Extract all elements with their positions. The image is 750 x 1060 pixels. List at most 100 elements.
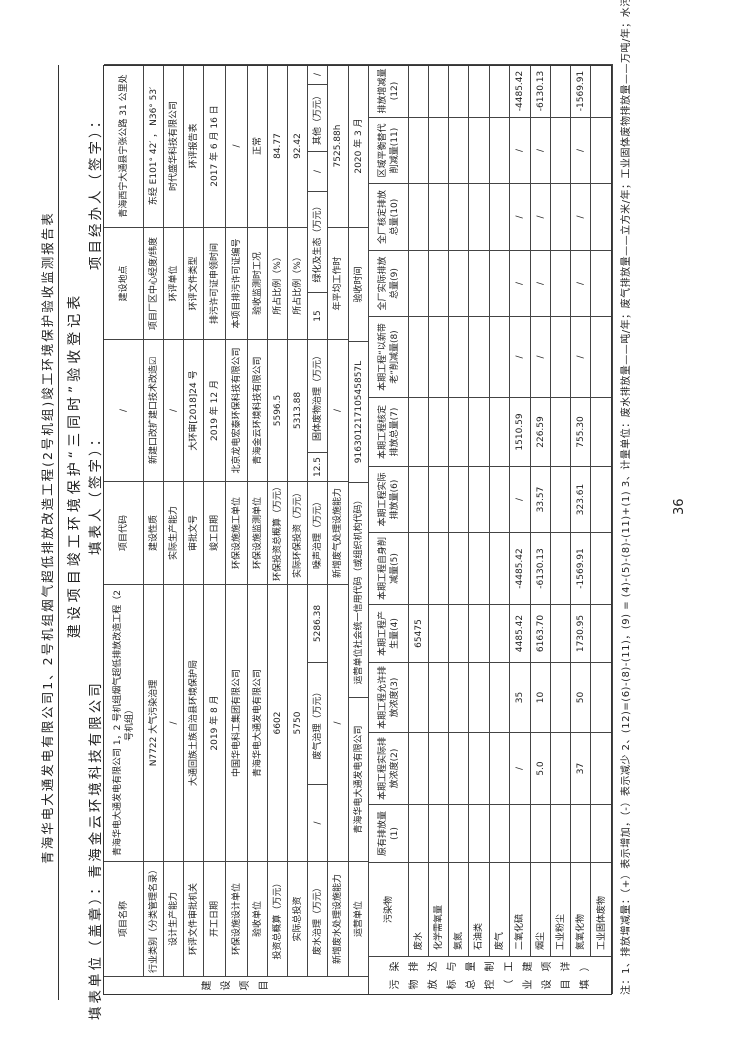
pollutant-value [551, 604, 571, 662]
field-label: 所占比例（%） [268, 227, 288, 339]
header-rule [58, 65, 59, 1000]
field-label: 建设地点 [104, 227, 144, 339]
pollutant-value [449, 532, 469, 604]
field-label: 项目代码 [104, 481, 144, 584]
pollutant-value [490, 316, 510, 397]
field-value: 青海华电大通发电有限公司 1，2 号机组烟气超低排放改造工程（2号机组） [104, 584, 144, 861]
field-value: 大环审[2018]24 号 [184, 339, 204, 481]
pollutant-value: 10 [531, 662, 551, 732]
field-value: 青海华电大通发电有限公司 [349, 697, 369, 861]
field-label: 验收时间 [349, 227, 369, 341]
pollutant-value [531, 804, 551, 862]
field-value: 东经 E101° 42′ ， N36° 53′ [144, 64, 164, 227]
field-label: 新增废水处理设施能力 [328, 861, 349, 976]
field-label: 环评文件类型 [184, 227, 204, 339]
field-value: 12.5 [308, 452, 328, 481]
pollutant-value [551, 732, 571, 804]
pollutant-name: 工业固体废物 [591, 862, 613, 956]
pollutant-value [469, 64, 490, 117]
pollutant-value [469, 604, 490, 662]
field-label: 废水治理（万元） [308, 861, 328, 976]
pollutant-value [490, 804, 510, 862]
pollutant-value [490, 604, 510, 662]
field-label: 环评文件审批机关 [184, 861, 204, 976]
field-value: 青海华电大通发电有限公司 [248, 584, 268, 861]
field-label: 实际环保投资（万元） [288, 481, 308, 584]
field-value: 环评报告表 [184, 64, 204, 227]
pollutant-value [429, 532, 449, 604]
pollutant-value [551, 532, 571, 604]
column-header: 本期工程产生量(4) [369, 604, 409, 662]
pollutant-value [591, 804, 613, 862]
pollutant-name: 氮氧化物 [571, 862, 591, 956]
pollutant-value [449, 732, 469, 804]
pollutant-value: / [510, 183, 531, 250]
field-value: 青海金云环境科技有限公司 [248, 339, 268, 481]
pollutant-value: 65475 [409, 604, 429, 662]
field-value: 青海西宁大通县宁张公路 31 公里处 [104, 64, 144, 227]
field-label: 环保设施施工单位 [226, 481, 248, 584]
pollutant-value [449, 117, 469, 183]
pollutant-value [591, 316, 613, 397]
pollutant-section-label: 污染物排放达标与总量控制（工业建设项目详填） [369, 956, 613, 994]
pollutant-value: 1730.95 [571, 604, 591, 662]
field-label: 审批文号 [184, 481, 204, 584]
field-value: 5286.38 [308, 584, 328, 662]
pollutant-value [551, 64, 571, 117]
pollutant-value [469, 397, 490, 466]
field-value: 91630121710545857L [349, 341, 369, 482]
field-value: / [104, 339, 144, 481]
field-value: 中国华电科工集团有限公司 [226, 584, 248, 861]
pollutant-value [551, 316, 571, 397]
pollutant-value [469, 183, 490, 250]
field-label: 项目厂区中心经度/纬度 [144, 227, 164, 339]
pollutant-value: -1569.91 [571, 532, 591, 604]
pollutant-value [591, 662, 613, 732]
pollutant-value: 50 [571, 662, 591, 732]
pollutant-value [449, 250, 469, 316]
pollutant-value [551, 117, 571, 183]
field-label: 竣工日期 [204, 481, 226, 584]
pollutant-value: -6130.13 [531, 532, 551, 604]
pollutant-value [429, 732, 449, 804]
field-value: 92.42 [288, 64, 308, 227]
field-value: 6602 [268, 584, 288, 861]
field-label: 绿化及生态（万元） [308, 191, 328, 292]
pollutant-value: 755.30 [571, 397, 591, 466]
field-label: 验收监测时工况 [248, 227, 268, 339]
field-value: 大通回族土族自治县环境保护局 [184, 584, 204, 861]
pollutant-value: / [571, 117, 591, 183]
column-header: 排放增减量(12) [369, 64, 409, 117]
column-header: 污染物 [369, 862, 409, 956]
pollutant-name: 废气 [490, 862, 510, 956]
pollutant-value [490, 183, 510, 250]
pollutant-name: 废水 [409, 862, 429, 956]
pollutant-value: -4485.42 [510, 532, 531, 604]
pollutant-value: / [531, 183, 551, 250]
pollutant-value: / [531, 117, 551, 183]
pollutant-value [469, 117, 490, 183]
pollutant-value [591, 250, 613, 316]
field-value: / [308, 151, 328, 191]
pollutant-value [551, 466, 571, 532]
pollutant-value [469, 804, 490, 862]
fill-unit-line: 填表单位（盖章）：青海金云环境科技有限公司 [84, 680, 104, 1020]
pollutant-value [510, 804, 531, 862]
pollutant-value: / [531, 316, 551, 397]
pollutant-value [449, 397, 469, 466]
pollutant-value [449, 466, 469, 532]
pollutant-value: 33.57 [531, 466, 551, 532]
registration-table: 建设项目 项目名称 青海华电大通发电有限公司 1，2 号机组烟气超低排放改造工程（2… [103, 64, 613, 995]
page-number: 36 [672, 498, 687, 515]
pollutant-value: 226.59 [531, 397, 551, 466]
pollutant-value [449, 183, 469, 250]
field-label: 行业类别（分类管理名录） [144, 861, 164, 976]
pollutant-value [429, 604, 449, 662]
pollutant-value: 37 [571, 732, 591, 804]
field-value: 5750 [288, 584, 308, 861]
field-label: 废气治理（万元） [308, 662, 328, 784]
column-header: 本期工程自身削减量(5) [369, 532, 409, 604]
pollutant-value: -4485.42 [510, 64, 531, 117]
field-label: 其他（万元） [308, 84, 328, 151]
